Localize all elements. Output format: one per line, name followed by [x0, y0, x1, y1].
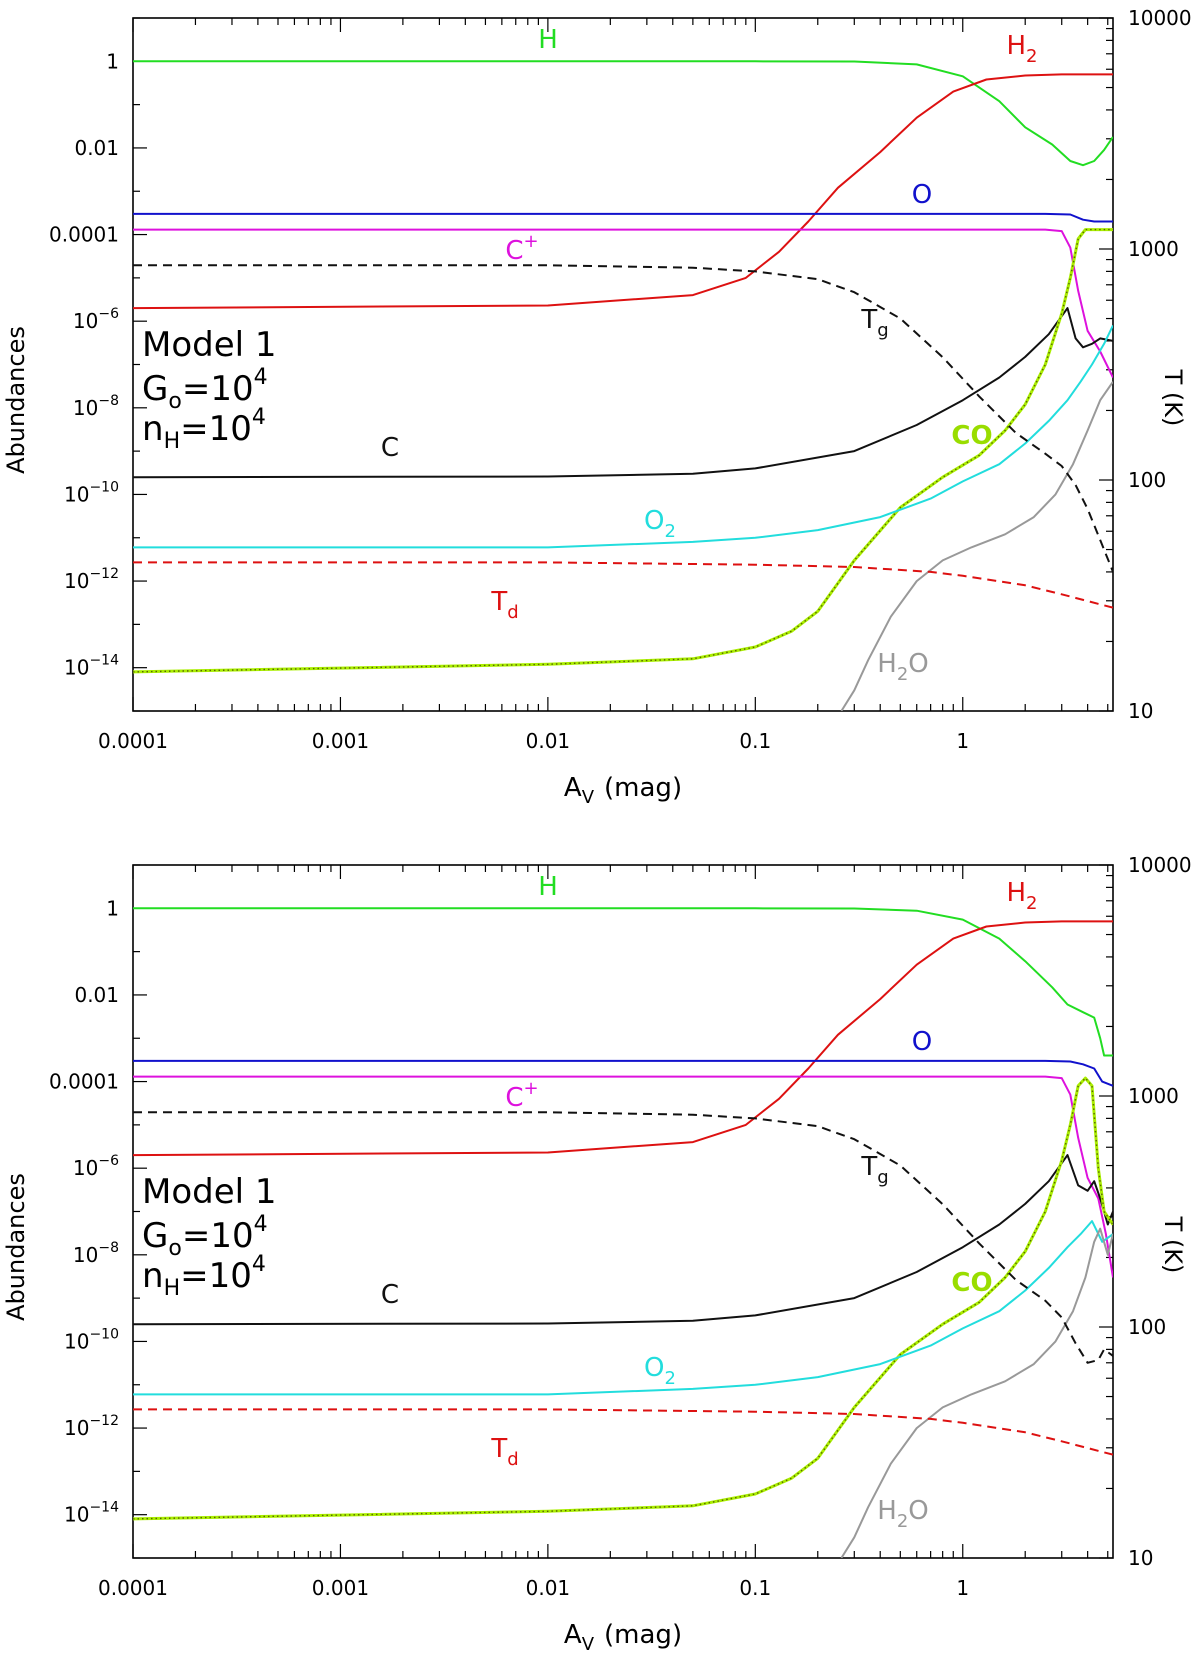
y-axis-label: Abundances — [2, 1173, 30, 1321]
y2-tick-label: 100 — [1128, 468, 1166, 492]
model-name: Model 1 — [142, 1172, 277, 1212]
series-label-td: Td — [490, 1434, 518, 1470]
series-line-o2 — [133, 324, 1113, 549]
series-line-h2o — [840, 1227, 1113, 1558]
series-label-h: H — [538, 872, 558, 902]
y2-tick-label: 1000 — [1128, 237, 1179, 261]
series-line-td — [133, 561, 1113, 609]
series-line-o2 — [133, 1220, 1113, 1396]
series-label-o2: O2 — [644, 506, 676, 542]
chart-panel-bottom: 0.0001 0.001 0.01 0.1 1 1 0.01 0.0001 10−6 10−8 10… — [0, 847, 1200, 1667]
series-line-o — [133, 1059, 1113, 1087]
x-tick-label: 1 — [956, 1576, 969, 1600]
series-line-c — [133, 307, 1113, 479]
y-tick-label: 10−14 — [64, 1500, 119, 1527]
series-label-o: O — [912, 180, 932, 210]
model-g0: Go=104 — [142, 1212, 268, 1261]
x-axis-ticks — [132, 18, 1109, 711]
series-label-c: C+ — [505, 231, 538, 266]
y-axis-ticks — [133, 864, 147, 1559]
series-line-co-dots — [133, 1077, 1113, 1520]
y-tick-label: 10−6 — [73, 1153, 119, 1180]
y2-tick-label: 100 — [1128, 1315, 1166, 1339]
x-tick-label: 0.0001 — [98, 1576, 168, 1600]
series-line-td — [133, 1408, 1113, 1456]
model-g0: Go=104 — [142, 365, 268, 414]
series-curves — [133, 907, 1113, 1558]
series-label-h2o: H2O — [877, 649, 928, 685]
y2-axis-label: T (K) — [1159, 1216, 1187, 1274]
x-tick-label: 0.1 — [739, 729, 771, 753]
y-tick-label: 10−6 — [73, 306, 119, 333]
y-tick-label: 10−10 — [64, 1326, 119, 1353]
series-curves — [133, 60, 1113, 711]
y2-tick-label: 10 — [1128, 1546, 1153, 1570]
x-tick-label: 0.001 — [312, 1576, 369, 1600]
model-nh: nH=104 — [142, 405, 266, 454]
x-tick-label: 1 — [956, 729, 969, 753]
series-label-h2: H2 — [1006, 878, 1037, 914]
y-tick-label: 0.01 — [74, 136, 119, 160]
x-axis-label: AV (mag) — [564, 1620, 682, 1655]
y-tick-label: 0.0001 — [49, 1070, 119, 1094]
y-axis-label: Abundances — [2, 326, 30, 474]
x-tick-label: 0.001 — [312, 729, 369, 753]
series-label-o: O — [912, 1027, 932, 1057]
y-tick-label: 0.01 — [74, 983, 119, 1007]
y2-axis-ticks — [1099, 864, 1113, 1559]
y-tick-label: 0.0001 — [49, 223, 119, 247]
y-tick-label: 1 — [106, 896, 119, 920]
series-line-c — [133, 1154, 1113, 1326]
chart-panel-top: 0.0001 0.001 0.01 0.1 1 1 0.01 0.0001 10−6 10−8 10… — [0, 0, 1200, 820]
series-label-c: C+ — [505, 1078, 538, 1113]
series-line-c — [133, 1075, 1113, 1278]
series-line-tg — [133, 264, 1113, 573]
model-name: Model 1 — [142, 325, 277, 365]
series-label-c: C — [381, 433, 399, 463]
series-label-h2: H2 — [1006, 31, 1037, 67]
series-label-co: CO — [951, 421, 992, 451]
y2-tick-label: 10 — [1128, 699, 1153, 723]
x-tick-label: 0.1 — [739, 1576, 771, 1600]
y-tick-label: 10−12 — [64, 566, 119, 593]
y2-tick-label: 10000 — [1128, 853, 1192, 877]
abundance-chart-top: 0.0001 0.001 0.01 0.1 1 1 0.01 0.0001 10−6 10−8 10… — [2, 6, 1192, 808]
series-line-h2 — [133, 73, 1113, 310]
series-label-o2: O2 — [644, 1353, 676, 1389]
y2-axis-label: T (K) — [1159, 369, 1187, 427]
y2-tick-label: 1000 — [1128, 1084, 1179, 1108]
series-label-h2o: H2O — [877, 1496, 928, 1532]
y2-tick-label: 10000 — [1128, 6, 1192, 30]
y-tick-label: 1 — [106, 49, 119, 73]
series-line-co-dots — [133, 228, 1113, 673]
series-line-o — [133, 212, 1113, 223]
x-axis-ticks — [132, 865, 1109, 1558]
series-line-h2o — [840, 381, 1113, 711]
series-line-tg — [133, 1111, 1113, 1364]
plot-frame — [132, 864, 1114, 1559]
series-label-td: Td — [490, 587, 518, 623]
x-tick-label: 0.0001 — [98, 729, 168, 753]
y-tick-label: 10−10 — [64, 479, 119, 506]
series-label-h: H — [538, 25, 558, 55]
y-tick-label: 10−12 — [64, 1413, 119, 1440]
series-line-co — [133, 1076, 1113, 1521]
x-tick-label: 0.01 — [526, 729, 571, 753]
abundance-chart-bottom: 0.0001 0.001 0.01 0.1 1 1 0.01 0.0001 10−6 10−8 10… — [2, 853, 1192, 1655]
series-line-h — [133, 60, 1113, 167]
series-line-h2 — [133, 920, 1113, 1157]
plot-frame — [132, 17, 1114, 712]
series-label-tg: Tg — [860, 1152, 888, 1188]
series-line-c — [133, 228, 1113, 378]
series-label-tg: Tg — [860, 305, 888, 341]
y-tick-label: 10−8 — [73, 393, 119, 420]
series-label-co: CO — [951, 1268, 992, 1298]
x-tick-label: 0.01 — [526, 1576, 571, 1600]
y-tick-label: 10−8 — [73, 1240, 119, 1267]
y-tick-label: 10−14 — [64, 653, 119, 680]
series-label-c: C — [381, 1280, 399, 1310]
series-line-h — [133, 907, 1113, 1057]
x-axis-label: AV (mag) — [564, 773, 682, 808]
model-nh: nH=104 — [142, 1252, 266, 1301]
